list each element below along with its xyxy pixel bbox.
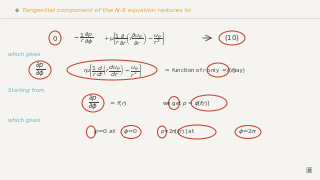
Text: $\phi\!=\!2\pi$: $\phi\!=\!2\pi$ bbox=[238, 127, 258, 136]
Text: (say): (say) bbox=[232, 68, 246, 73]
Text: $-\,\dfrac{1}{r}\dfrac{\partial p}{\partial\phi}$: $-\,\dfrac{1}{r}\dfrac{\partial p}{\part… bbox=[73, 29, 93, 47]
Text: Starting from: Starting from bbox=[8, 88, 44, 93]
Text: we get $p\,=\,\phi\!\left[f\!\left(r\right)\right]$: we get $p\,=\,\phi\!\left[f\!\left(r\rig… bbox=[162, 98, 211, 107]
Text: $=\,f\left(r\right)$: $=\,f\left(r\right)$ bbox=[108, 98, 128, 107]
Text: Tangential component of the N-S equation reduces to: Tangential component of the N-S equation… bbox=[22, 8, 191, 13]
Text: $\phi\!=\!0$: $\phi\!=\!0$ bbox=[124, 127, 139, 136]
Text: $+\,\mu\!\left[\dfrac{1}{r}\dfrac{\partial}{\partial r}\!\left(r\dfrac{\partial : $+\,\mu\!\left[\dfrac{1}{r}\dfrac{\parti… bbox=[103, 30, 165, 46]
Text: $0$: $0$ bbox=[52, 33, 58, 42]
Text: which gives: which gives bbox=[8, 52, 40, 57]
Text: $p\!=\!2\pi\!\left[f\!\left(r\right)\right]\;\mathrm{at}$: $p\!=\!2\pi\!\left[f\!\left(r\right)\rig… bbox=[160, 127, 195, 136]
Text: $\dfrac{\partial p}{\partial\phi}$: $\dfrac{\partial p}{\partial\phi}$ bbox=[88, 94, 98, 112]
Text: $=$ function of $r$ only $=f(r)$: $=$ function of $r$ only $=f(r)$ bbox=[163, 66, 237, 75]
Text: ◆: ◆ bbox=[15, 8, 19, 13]
Text: $r\mu\!\left[\dfrac{1}{r}\dfrac{d}{dr}\!\left(r\dfrac{du_\theta}{dr}\right)-\dfr: $r\mu\!\left[\dfrac{1}{r}\dfrac{d}{dr}\!… bbox=[83, 62, 141, 78]
Text: $\dfrac{\partial p}{\partial\phi}$: $\dfrac{\partial p}{\partial\phi}$ bbox=[35, 61, 45, 79]
Text: $(10)$: $(10)$ bbox=[224, 33, 240, 43]
Text: ▣: ▣ bbox=[305, 167, 312, 173]
Text: $p\!=\!0\;\mathrm{at}$: $p\!=\!0\;\mathrm{at}$ bbox=[93, 127, 116, 136]
Text: which gives: which gives bbox=[8, 118, 40, 123]
